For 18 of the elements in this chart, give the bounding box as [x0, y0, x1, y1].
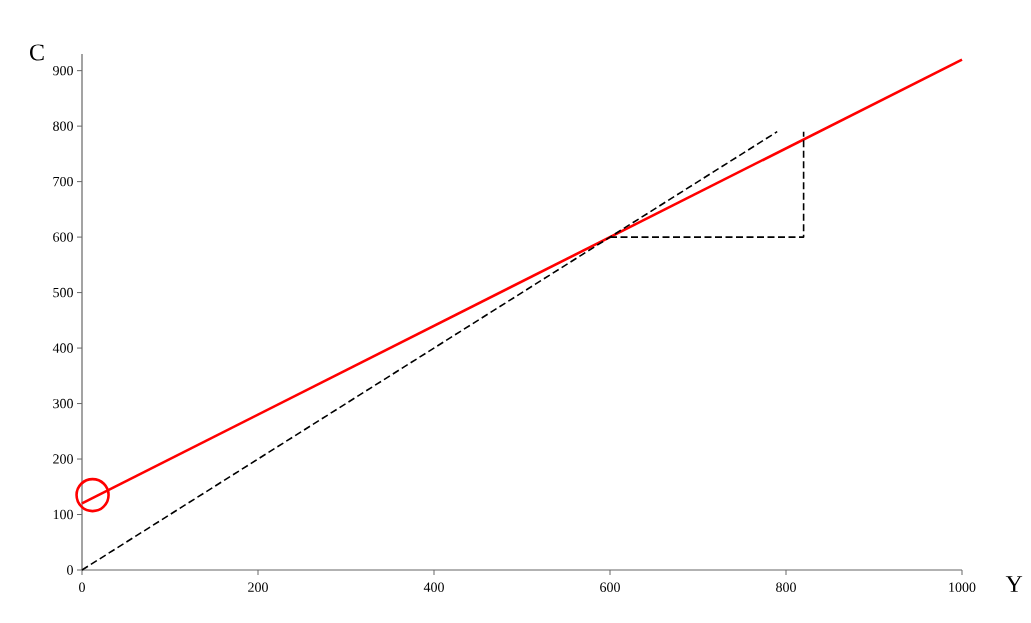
x-axis-title: Y — [1005, 576, 1023, 592]
y-tick-label: 600 — [53, 232, 73, 242]
y-tick-label: 200 — [53, 454, 73, 464]
y-tick-label: 500 — [53, 287, 73, 298]
y-tick-label: 100 — [53, 509, 73, 520]
y-tick-label: 900 — [53, 65, 73, 76]
x-tick-label: 400 — [423, 582, 444, 592]
y-tick-label: 800 — [53, 121, 73, 131]
y-axis-title: C — [30, 44, 44, 61]
x-tick-label: 0 — [79, 582, 85, 592]
x-tick-label: 800 — [776, 582, 796, 592]
y-tick-label: 0 — [67, 565, 73, 575]
y-tick-label: 400 — [52, 343, 73, 353]
y-tick-label: 700 — [53, 176, 73, 187]
y-tick-label: 300 — [53, 398, 73, 409]
x-tick-label: 600 — [600, 582, 620, 592]
x-tick-label: 200 — [248, 582, 268, 592]
x-tick-label: 1000 — [949, 582, 976, 592]
